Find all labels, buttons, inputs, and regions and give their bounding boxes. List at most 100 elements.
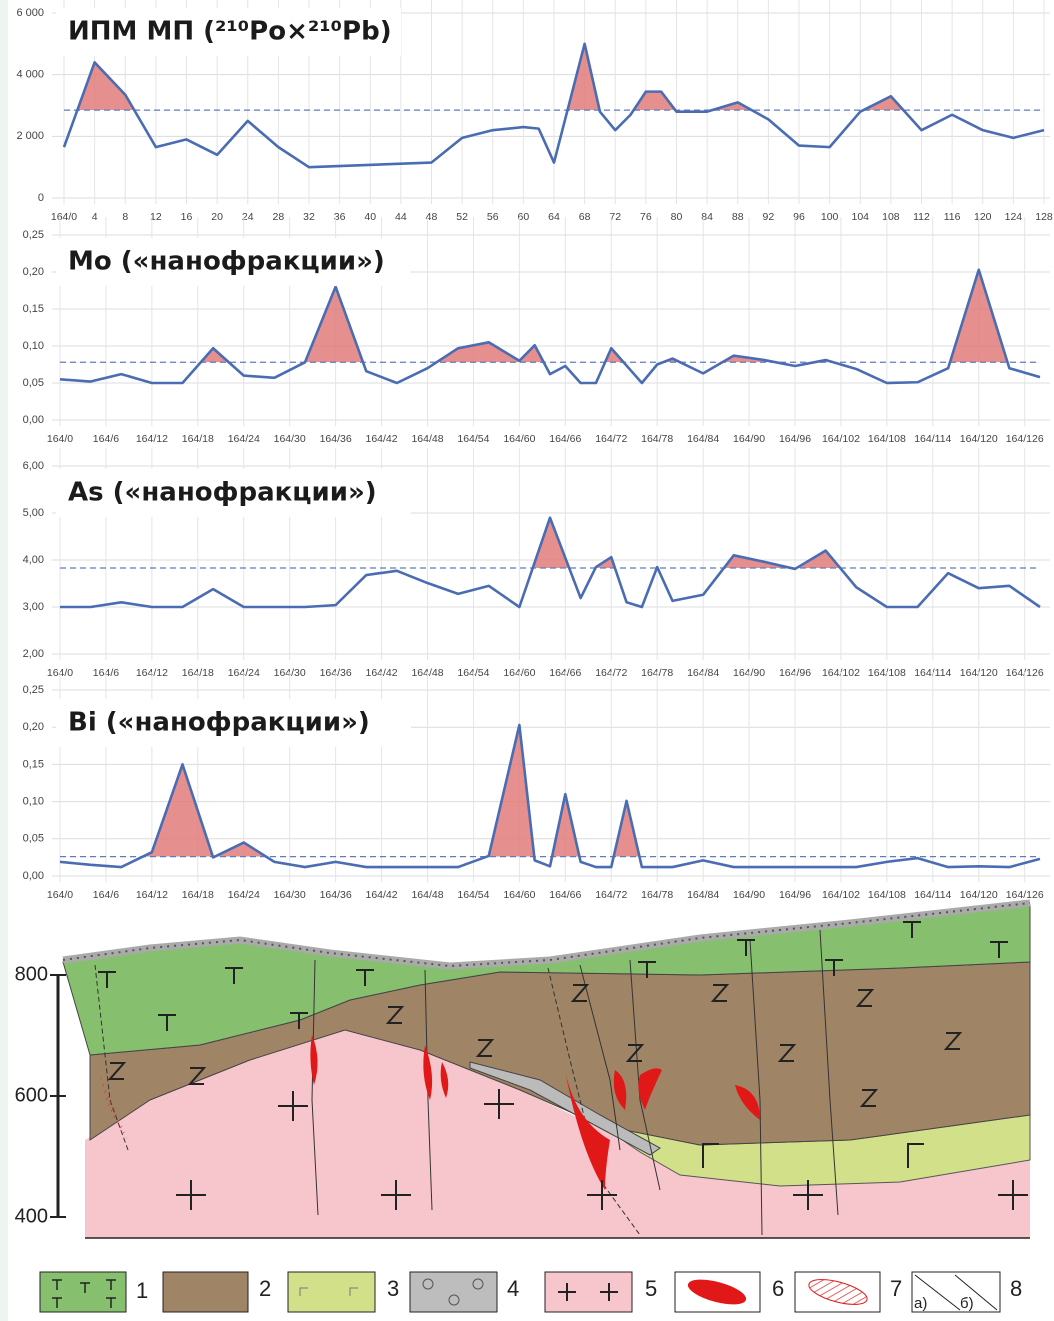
x-tick-label: 64 <box>548 211 560 223</box>
y-tick-label: 0,20 <box>23 266 44 278</box>
x-tick-label: 92 <box>763 211 775 223</box>
x-tick-label: 124 <box>1005 211 1023 223</box>
y-tick-label: 4 000 <box>16 69 44 81</box>
x-tick-label: 164/60 <box>503 433 535 445</box>
legend: 1 2 3 4 5 6 7 а) б) 8 <box>40 1272 1022 1312</box>
y-tick-label: 6,00 <box>23 460 44 472</box>
y-tick-label: 0 <box>38 192 44 204</box>
left-strip <box>0 0 8 1321</box>
x-tick-label: 164/30 <box>274 433 306 445</box>
x-tick-label: 164/120 <box>960 433 998 445</box>
x-tick-label: 32 <box>303 211 315 223</box>
y-tick-label: 0,25 <box>23 229 44 241</box>
chart-title: Bi («нанофракции») <box>68 708 370 738</box>
x-tick-label: 128 <box>1035 211 1053 223</box>
y-tick-label: 5,00 <box>23 507 44 519</box>
x-tick-label: 164/24 <box>228 889 260 901</box>
x-tick-label: 164/102 <box>822 889 860 901</box>
y-tick-label: 0,05 <box>23 833 44 845</box>
x-tick-label: 68 <box>579 211 591 223</box>
legend-label: 4 <box>507 1276 519 1301</box>
excess-area <box>60 270 1040 383</box>
y-tick-label: 0,15 <box>23 758 44 770</box>
legend-swatch <box>410 1272 497 1312</box>
depth-tick-label: 800 <box>15 963 48 985</box>
x-tick-label: 164/102 <box>822 433 860 445</box>
x-tick-label: 164/108 <box>868 433 906 445</box>
x-tick-label: 164/126 <box>1006 433 1044 445</box>
x-tick-label: 164/0 <box>51 211 77 223</box>
y-tick-label: 0,10 <box>23 340 44 352</box>
y-tick-label: 0,00 <box>23 414 44 426</box>
x-tick-label: 44 <box>395 211 407 223</box>
x-tick-label: 88 <box>732 211 744 223</box>
x-tick-label: 20 <box>211 211 223 223</box>
x-tick-label: 164/12 <box>136 889 168 901</box>
x-tick-label: 164/120 <box>960 889 998 901</box>
y-tick-label: 2 000 <box>16 130 44 142</box>
x-tick-label: 164/6 <box>93 889 119 901</box>
chart-title: ИПМ МП (²¹⁰Po×²¹⁰Pb) <box>68 17 392 47</box>
legend-label: 2 <box>259 1276 271 1301</box>
y-tick-label: 4,00 <box>23 554 44 566</box>
x-tick-label: 164/78 <box>641 433 673 445</box>
chart: 0,00 0,05 0,10 0,15 0,20 0,25 164/0 164/6 164/12… <box>23 217 1050 445</box>
x-tick-label: 112 <box>913 211 930 223</box>
y-tick-label: 0,05 <box>23 377 44 389</box>
x-tick-label: 164/24 <box>228 433 260 445</box>
x-tick-label: 164/48 <box>411 433 443 445</box>
x-tick-label: 4 <box>92 211 98 223</box>
x-tick-label: 40 <box>364 211 376 223</box>
legend-swatch <box>40 1272 126 1312</box>
legend-label: 1 <box>136 1278 148 1303</box>
x-tick-label: 164/0 <box>47 889 73 901</box>
x-tick-label: 164/36 <box>320 889 352 901</box>
legend-label: 3 <box>387 1276 399 1301</box>
x-tick-label: 164/114 <box>914 433 951 445</box>
x-tick-label: 164/42 <box>366 889 398 901</box>
legend-label: 8 <box>1010 1276 1022 1301</box>
x-tick-label: 116 <box>944 211 961 223</box>
x-tick-label: 164/36 <box>320 433 352 445</box>
charts: 02 0004 0006 000164/04812162024283236404… <box>16 0 1052 901</box>
y-tick-label: 0,15 <box>23 303 44 315</box>
y-tick-label: 2,00 <box>23 648 44 660</box>
x-tick-label: 164/48 <box>411 889 443 901</box>
x-tick-label: 8 <box>122 211 128 223</box>
x-tick-label: 164/96 <box>779 433 811 445</box>
y-tick-label: 0,25 <box>23 684 44 696</box>
x-tick-label: 164/30 <box>274 889 306 901</box>
y-tick-label: 0,20 <box>23 721 44 733</box>
legend-label: 7 <box>890 1276 902 1301</box>
depth-tick-label: 600 <box>15 1084 48 1106</box>
x-tick-label: 100 <box>821 211 839 223</box>
x-tick-label: 164/12 <box>136 433 168 445</box>
chart-title: As («нанофракции») <box>68 478 377 508</box>
legend-swatch <box>288 1272 375 1312</box>
x-tick-label: 164/0 <box>47 433 73 445</box>
x-tick-label: 164/72 <box>595 889 627 901</box>
x-tick-label: 52 <box>456 211 468 223</box>
x-tick-label: 164/90 <box>733 433 765 445</box>
x-tick-label: 56 <box>487 211 499 223</box>
x-tick-label: 164/84 <box>687 889 719 901</box>
x-tick-label: 120 <box>974 211 992 223</box>
x-tick-label: 16 <box>181 211 193 223</box>
legend-sublabel: б) <box>960 1295 974 1312</box>
x-tick-label: 28 <box>273 211 285 223</box>
series-line <box>60 270 1040 383</box>
x-tick-label: 164/78 <box>641 889 673 901</box>
x-tick-label: 164/18 <box>182 433 214 445</box>
x-tick-label: 164/18 <box>182 889 214 901</box>
x-tick-label: 164/126 <box>1006 889 1044 901</box>
x-tick-label: 164/114 <box>914 889 951 901</box>
y-tick-label: 3,00 <box>23 601 44 613</box>
legend-label: 6 <box>772 1276 784 1301</box>
x-tick-label: 164/66 <box>549 889 581 901</box>
chart: 02 0004 0006 000164/04812162024283236404… <box>16 0 1052 223</box>
x-tick-label: 164/6 <box>93 433 119 445</box>
